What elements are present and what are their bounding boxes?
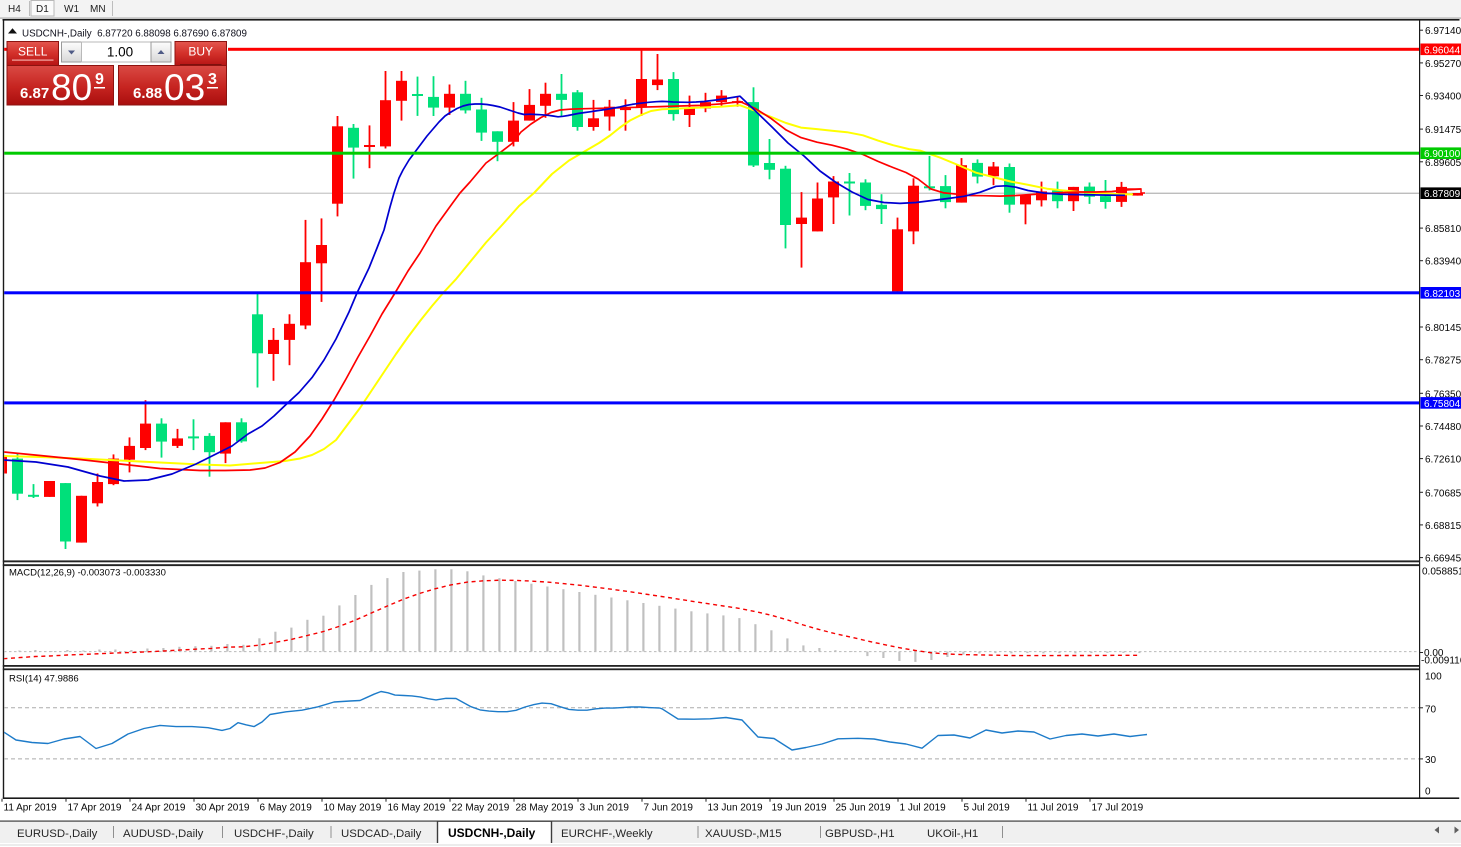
svg-text:22 May 2019: 22 May 2019 [452,803,510,814]
svg-text:6.74480: 6.74480 [1425,422,1461,433]
svg-text:6.93400: 6.93400 [1425,92,1461,103]
svg-text:GBPUSD-,H1: GBPUSD-,H1 [825,828,895,840]
svg-text:USDCNH-,Daily: USDCNH-,Daily [448,826,536,840]
svg-text:USDCAD-,Daily: USDCAD-,Daily [341,828,422,840]
svg-text:0: 0 [1425,787,1431,798]
svg-text:6.70685: 6.70685 [1425,488,1461,499]
svg-text:D1: D1 [36,4,49,15]
svg-text:6.96044: 6.96044 [1424,45,1461,56]
svg-text:EURUSD-,Daily: EURUSD-,Daily [17,828,98,840]
svg-text:1.00: 1.00 [107,45,133,60]
svg-text:11 Jul 2019: 11 Jul 2019 [1028,803,1079,814]
svg-text:10 May 2019: 10 May 2019 [324,803,382,814]
svg-text:W1: W1 [64,4,79,15]
svg-text:UKOil-,H1: UKOil-,H1 [927,828,978,840]
svg-text:6.76350: 6.76350 [1425,389,1461,400]
svg-text:6.89605: 6.89605 [1425,158,1461,169]
svg-text:6.78275: 6.78275 [1425,356,1461,367]
svg-text:0.00: 0.00 [1424,648,1444,659]
svg-text:3: 3 [208,71,217,88]
svg-text:30: 30 [1425,755,1437,766]
svg-text:16 May 2019: 16 May 2019 [388,803,446,814]
svg-text:6.87809: 6.87809 [1424,189,1461,200]
svg-text:-0.009116: -0.009116 [1421,655,1461,666]
svg-text:USDCHF-,Daily: USDCHF-,Daily [234,828,314,840]
svg-text:17 Jul 2019: 17 Jul 2019 [1092,803,1144,814]
svg-text:6.82103: 6.82103 [1424,289,1461,300]
svg-text:03: 03 [164,67,205,108]
svg-text:17 Apr 2019: 17 Apr 2019 [68,803,122,814]
svg-text:30 Apr 2019: 30 Apr 2019 [196,803,250,814]
svg-text:6.87: 6.87 [20,85,49,102]
svg-text:MACD(12,26,9) -0.003073 -0.003: MACD(12,26,9) -0.003073 -0.003330 [9,568,166,579]
svg-text:9: 9 [95,71,104,88]
svg-text:AUDUSD-,Daily: AUDUSD-,Daily [123,828,204,840]
svg-text:0.058851: 0.058851 [1422,566,1461,577]
svg-text:6.90100: 6.90100 [1424,149,1461,160]
svg-text:MN: MN [90,4,106,15]
svg-text:RSI(14) 47.9886: RSI(14) 47.9886 [9,674,79,685]
svg-text:6.88: 6.88 [133,85,162,102]
svg-text:3 Jun 2019: 3 Jun 2019 [580,803,630,814]
svg-text:5 Jul 2019: 5 Jul 2019 [964,803,1011,814]
svg-text:6.85810: 6.85810 [1425,224,1461,235]
svg-text:28 May 2019: 28 May 2019 [516,803,574,814]
svg-text:80: 80 [51,67,92,108]
svg-text:6.72610: 6.72610 [1425,455,1461,466]
svg-text:6.80145: 6.80145 [1425,323,1461,334]
svg-text:100: 100 [1425,672,1442,683]
svg-text:7 Jun 2019: 7 Jun 2019 [644,803,694,814]
svg-text:6 May 2019: 6 May 2019 [260,803,313,814]
svg-text:25 Jun 2019: 25 Jun 2019 [836,803,891,814]
svg-text:6.97140: 6.97140 [1425,26,1461,37]
svg-text:6.95270: 6.95270 [1425,59,1461,70]
svg-text:13 Jun 2019: 13 Jun 2019 [708,803,763,814]
svg-text:24 Apr 2019: 24 Apr 2019 [132,803,186,814]
svg-text:6.91475: 6.91475 [1425,125,1461,136]
svg-text:1 Jul 2019: 1 Jul 2019 [900,803,947,814]
svg-text:EURCHF-,Weekly: EURCHF-,Weekly [561,828,653,840]
svg-text:19 Jun 2019: 19 Jun 2019 [772,803,827,814]
svg-text:6.66945: 6.66945 [1425,554,1461,565]
svg-text:70: 70 [1425,704,1437,715]
svg-text:6.83940: 6.83940 [1425,257,1461,268]
svg-text:BUY: BUY [188,45,213,59]
svg-text:XAUUSD-,M15: XAUUSD-,M15 [705,828,782,840]
svg-text:USDCNH-,Daily 6.87720 6.88098: USDCNH-,Daily 6.87720 6.88098 6.87690 6.… [22,29,247,40]
svg-text:6.68815: 6.68815 [1425,521,1461,532]
svg-text:11 Apr 2019: 11 Apr 2019 [4,803,58,814]
svg-text:6.75804: 6.75804 [1424,399,1461,410]
svg-text:SELL: SELL [18,45,48,59]
svg-text:H4: H4 [8,4,21,15]
